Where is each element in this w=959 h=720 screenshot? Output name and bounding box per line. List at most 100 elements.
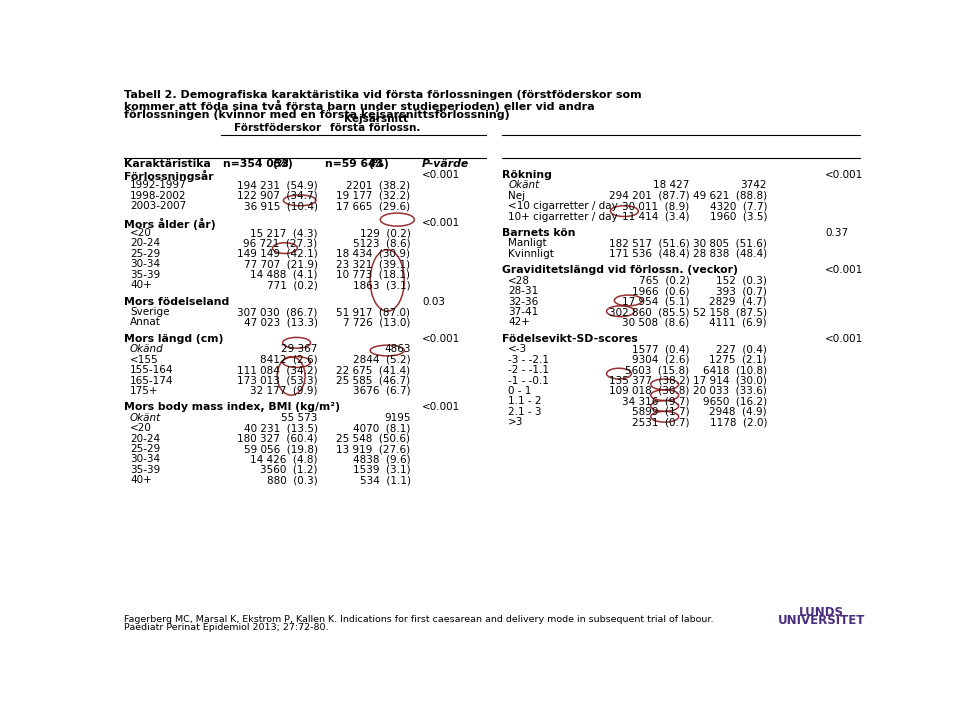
Text: 35-39: 35-39 bbox=[130, 270, 160, 279]
Text: P-värde: P-värde bbox=[422, 159, 469, 168]
Text: 122 907  (34.7): 122 907 (34.7) bbox=[237, 191, 317, 201]
Text: <20: <20 bbox=[130, 423, 152, 433]
Text: 96 721  (27.3): 96 721 (27.3) bbox=[244, 238, 317, 248]
Text: Fagerberg MC, Marsal K, Ekstrom P, Kallen K. Indications for first caesarean and: Fagerberg MC, Marsal K, Ekstrom P, Kalle… bbox=[124, 615, 713, 624]
Text: 14 426  (4.8): 14 426 (4.8) bbox=[250, 454, 317, 464]
Text: 294 201  (87.7): 294 201 (87.7) bbox=[609, 191, 690, 201]
Text: 3560  (1.2): 3560 (1.2) bbox=[260, 465, 317, 475]
Text: Kejsarsnitt: Kejsarsnitt bbox=[343, 114, 408, 124]
Text: 23 321  (39.1): 23 321 (39.1) bbox=[337, 259, 410, 269]
Text: 42+: 42+ bbox=[508, 318, 530, 328]
Text: 2.1 - 3: 2.1 - 3 bbox=[508, 407, 542, 417]
Text: Sverige: Sverige bbox=[130, 307, 170, 317]
Text: 135 377  (38.2): 135 377 (38.2) bbox=[609, 376, 690, 385]
Text: <0.001: <0.001 bbox=[422, 334, 460, 344]
Text: 393  (0.7): 393 (0.7) bbox=[716, 287, 767, 296]
Text: 28 838  (48.4): 28 838 (48.4) bbox=[692, 249, 767, 259]
Text: 30 011  (8.9): 30 011 (8.9) bbox=[622, 201, 690, 211]
Text: 1863  (3.1): 1863 (3.1) bbox=[353, 280, 410, 290]
Text: 1966  (0.6): 1966 (0.6) bbox=[632, 287, 690, 296]
Text: Tabell 2. Demografiska karaktäristika vid första förlossningen (förstföderskor s: Tabell 2. Demografiska karaktäristika vi… bbox=[124, 90, 642, 100]
Text: 771  (0.2): 771 (0.2) bbox=[267, 280, 317, 290]
Text: 30 508  (8.6): 30 508 (8.6) bbox=[622, 318, 690, 328]
Text: (%): (%) bbox=[272, 159, 293, 168]
Text: 4320  (7.7): 4320 (7.7) bbox=[710, 201, 767, 211]
Text: 22 675  (41.4): 22 675 (41.4) bbox=[337, 365, 410, 375]
Text: 17 665  (29.6): 17 665 (29.6) bbox=[337, 201, 410, 211]
Text: 227  (0.4): 227 (0.4) bbox=[716, 344, 767, 354]
Text: 51 917  (87.0): 51 917 (87.0) bbox=[337, 307, 410, 317]
Text: 165-174: 165-174 bbox=[130, 376, 174, 385]
Text: Okänt: Okänt bbox=[130, 413, 161, 423]
Text: 4111  (6.9): 4111 (6.9) bbox=[710, 318, 767, 328]
Text: 6418  (10.8): 6418 (10.8) bbox=[703, 365, 767, 375]
Text: 19 177  (32.2): 19 177 (32.2) bbox=[337, 191, 410, 201]
Text: 180 327  (60.4): 180 327 (60.4) bbox=[237, 433, 317, 444]
Text: 25-29: 25-29 bbox=[130, 444, 160, 454]
Text: 20-24: 20-24 bbox=[130, 238, 160, 248]
Text: 32 177  (9.9): 32 177 (9.9) bbox=[250, 386, 317, 396]
Text: 40 231  (13.5): 40 231 (13.5) bbox=[244, 423, 317, 433]
Text: kommer att föda sina två första barn under studieperioden) eller vid andra: kommer att föda sina två första barn und… bbox=[124, 100, 595, 112]
Text: 129  (0.2): 129 (0.2) bbox=[360, 228, 410, 238]
Text: 10 773  (18.1): 10 773 (18.1) bbox=[337, 270, 410, 279]
Text: 35-39: 35-39 bbox=[130, 465, 160, 475]
Text: Rökning: Rökning bbox=[502, 170, 551, 180]
Text: 3676  (6.7): 3676 (6.7) bbox=[353, 386, 410, 396]
Text: <0.001: <0.001 bbox=[825, 334, 863, 344]
Text: 534  (1.1): 534 (1.1) bbox=[360, 475, 410, 485]
Text: 194 231  (54.9): 194 231 (54.9) bbox=[237, 180, 317, 190]
Text: Karaktäristika: Karaktäristika bbox=[124, 159, 210, 168]
Text: 1539  (3.1): 1539 (3.1) bbox=[353, 465, 410, 475]
Text: 25-29: 25-29 bbox=[130, 249, 160, 259]
Text: 2948  (4.9): 2948 (4.9) bbox=[710, 407, 767, 417]
Text: <20: <20 bbox=[130, 228, 152, 238]
Text: 47 023  (13.3): 47 023 (13.3) bbox=[244, 318, 317, 328]
Text: 32-36: 32-36 bbox=[508, 297, 538, 307]
Text: <0.001: <0.001 bbox=[422, 170, 460, 180]
Text: 2531  (0.7): 2531 (0.7) bbox=[632, 417, 690, 427]
Text: a: a bbox=[284, 156, 288, 166]
Text: Barnets kön: Barnets kön bbox=[502, 228, 575, 238]
Text: 175+: 175+ bbox=[130, 386, 158, 396]
Text: <0.001: <0.001 bbox=[825, 266, 863, 276]
Text: 0.37: 0.37 bbox=[825, 228, 849, 238]
Text: 28-31: 28-31 bbox=[508, 287, 538, 296]
Text: >3: >3 bbox=[508, 417, 524, 427]
Text: 25 548  (50.6): 25 548 (50.6) bbox=[337, 433, 410, 444]
Text: Förlossningsår: Förlossningsår bbox=[124, 170, 213, 182]
Text: 15 217  (4.3): 15 217 (4.3) bbox=[250, 228, 317, 238]
Text: Manligt: Manligt bbox=[508, 238, 547, 248]
Text: 5899  (1.7): 5899 (1.7) bbox=[632, 407, 690, 417]
Text: 5603  (15.8): 5603 (15.8) bbox=[625, 365, 690, 375]
Text: 2201  (38.2): 2201 (38.2) bbox=[346, 180, 410, 190]
Text: 182 517  (51.6): 182 517 (51.6) bbox=[609, 238, 690, 248]
Text: Okänt: Okänt bbox=[508, 180, 539, 190]
Text: 155-164: 155-164 bbox=[130, 365, 174, 375]
Text: 173 013  (53.3): 173 013 (53.3) bbox=[237, 376, 317, 385]
Text: 30 805  (51.6): 30 805 (51.6) bbox=[693, 238, 767, 248]
Text: 40+: 40+ bbox=[130, 475, 152, 485]
Text: <28: <28 bbox=[508, 276, 530, 286]
Text: Förstföderskor: Förstföderskor bbox=[234, 123, 320, 133]
Text: n=354 053: n=354 053 bbox=[222, 159, 289, 168]
Text: LUNDS: LUNDS bbox=[799, 606, 844, 619]
Text: -2 - -1.1: -2 - -1.1 bbox=[508, 365, 550, 375]
Text: 11 414  (3.4): 11 414 (3.4) bbox=[622, 212, 690, 222]
Text: 18 434  (30.9): 18 434 (30.9) bbox=[337, 249, 410, 259]
Text: 1992-1997: 1992-1997 bbox=[130, 180, 187, 190]
Text: 9195: 9195 bbox=[384, 413, 410, 423]
Text: 36 915  (10.4): 36 915 (10.4) bbox=[244, 201, 317, 211]
Text: 880  (0.3): 880 (0.3) bbox=[267, 475, 317, 485]
Text: 30-34: 30-34 bbox=[130, 454, 160, 464]
Text: 171 536  (48.4): 171 536 (48.4) bbox=[609, 249, 690, 259]
Text: n=59 643: n=59 643 bbox=[325, 159, 384, 168]
Text: 2829  (4.7): 2829 (4.7) bbox=[710, 297, 767, 307]
Text: Födelsevikt-SD-scores: Födelsevikt-SD-scores bbox=[502, 334, 638, 344]
Text: 1.1 - 2: 1.1 - 2 bbox=[508, 396, 542, 406]
Text: Okänd: Okänd bbox=[130, 344, 164, 354]
Text: 55 573: 55 573 bbox=[281, 413, 317, 423]
Text: 149 149  (42.1): 149 149 (42.1) bbox=[237, 249, 317, 259]
Text: Kvinnligt: Kvinnligt bbox=[508, 249, 554, 259]
Text: 37-41: 37-41 bbox=[508, 307, 538, 317]
